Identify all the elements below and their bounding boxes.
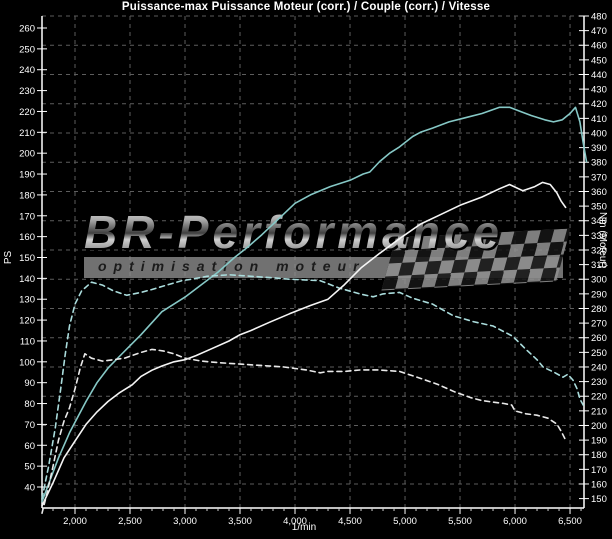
svg-text:190: 190 (19, 170, 35, 181)
svg-text:180: 180 (591, 450, 607, 461)
svg-text:250: 250 (591, 348, 607, 359)
svg-text:460: 460 (591, 41, 607, 52)
svg-text:160: 160 (591, 479, 607, 490)
svg-text:230: 230 (591, 377, 607, 388)
x-axis-label: 1/min (291, 522, 317, 533)
svg-text:250: 250 (19, 44, 35, 55)
svg-text:110: 110 (20, 336, 35, 347)
svg-text:370: 370 (591, 172, 607, 183)
svg-text:3,000: 3,000 (173, 516, 197, 527)
svg-text:80: 80 (24, 399, 35, 410)
svg-text:400: 400 (591, 128, 607, 139)
svg-text:320: 320 (591, 245, 607, 256)
svg-text:100: 100 (19, 357, 35, 368)
svg-text:280: 280 (591, 304, 607, 315)
svg-text:240: 240 (591, 362, 607, 373)
svg-text:150: 150 (19, 253, 35, 264)
svg-text:260: 260 (19, 24, 35, 35)
svg-text:5,500: 5,500 (448, 516, 472, 527)
svg-text:200: 200 (591, 421, 607, 432)
svg-text:470: 470 (591, 26, 607, 37)
svg-text:170: 170 (591, 465, 607, 476)
svg-text:180: 180 (19, 190, 35, 201)
svg-text:350: 350 (591, 202, 607, 213)
svg-text:240: 240 (19, 65, 35, 76)
svg-text:130: 130 (19, 295, 35, 306)
svg-text:3,500: 3,500 (228, 516, 252, 527)
svg-text:6,500: 6,500 (558, 516, 582, 527)
svg-text:40: 40 (24, 483, 35, 494)
svg-text:4,000: 4,000 (283, 516, 307, 527)
svg-text:270: 270 (591, 319, 607, 330)
svg-text:340: 340 (591, 216, 607, 227)
svg-text:310: 310 (591, 260, 607, 271)
svg-text:150: 150 (591, 494, 607, 505)
svg-text:160: 160 (19, 232, 35, 243)
svg-text:120: 120 (19, 316, 35, 327)
svg-text:50: 50 (24, 462, 35, 473)
chart-title: Puissance-max Puissance Moteur (corr.) /… (121, 1, 491, 13)
svg-text:2,500: 2,500 (118, 516, 142, 527)
svg-text:390: 390 (591, 143, 607, 154)
svg-text:4,500: 4,500 (338, 516, 362, 527)
svg-text:6,000: 6,000 (503, 516, 527, 527)
svg-text:290: 290 (591, 289, 607, 300)
svg-text:410: 410 (591, 114, 607, 125)
svg-text:440: 440 (591, 70, 607, 81)
svg-text:210: 210 (19, 128, 35, 139)
svg-text:260: 260 (591, 333, 607, 344)
svg-text:380: 380 (591, 158, 607, 169)
svg-text:70: 70 (24, 420, 35, 431)
svg-text:330: 330 (591, 231, 607, 242)
svg-text:200: 200 (19, 149, 35, 160)
svg-text:360: 360 (591, 187, 607, 198)
svg-text:220: 220 (591, 392, 607, 403)
svg-text:210: 210 (591, 406, 607, 417)
svg-text:170: 170 (19, 211, 35, 222)
svg-text:190: 190 (591, 436, 607, 447)
svg-text:220: 220 (19, 107, 35, 118)
svg-text:430: 430 (591, 85, 607, 96)
svg-text:2,000: 2,000 (63, 516, 87, 527)
svg-text:230: 230 (19, 86, 35, 97)
svg-text:300: 300 (591, 275, 607, 286)
svg-text:450: 450 (591, 55, 607, 66)
svg-text:5,000: 5,000 (393, 516, 417, 527)
svg-text:140: 140 (19, 274, 35, 285)
svg-text:480: 480 (591, 12, 607, 23)
svg-text:420: 420 (591, 99, 607, 110)
svg-text:60: 60 (24, 441, 35, 452)
svg-text:90: 90 (24, 378, 35, 389)
